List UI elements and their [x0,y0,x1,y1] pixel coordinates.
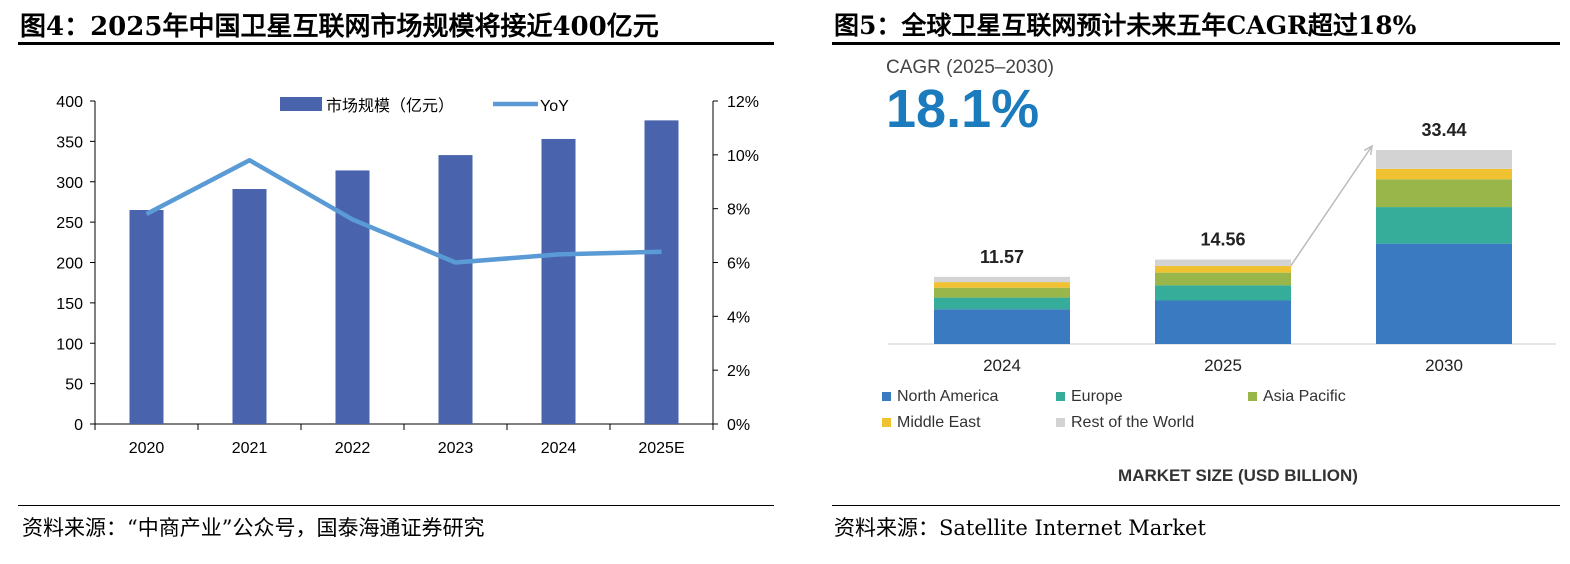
stack-segment-europe [1376,207,1512,244]
source-rule [18,505,774,506]
x-tick-label: 2024 [983,356,1021,375]
figure-4-title: 图4：2025年中国卫星互联网市场规模将接近400亿元 [20,12,659,42]
legend-label: Rest of the World [1071,414,1194,431]
figure-5-panel: 图5：全球卫星互联网预计未来五年CAGR超过18% CAGR (2025–203… [820,0,1570,564]
y2-tick-label: 4% [727,309,750,326]
x-tick-label: 2021 [232,440,268,457]
legend-swatch [1056,418,1065,427]
stack-segment-europe [934,297,1070,310]
legend-label: Middle East [897,414,981,431]
growth-arrowhead [1363,144,1373,156]
y2-tick-label: 8% [727,202,750,219]
legend-swatch [1056,392,1065,401]
bar-market-size [232,189,267,424]
figure-4-chart: 0 50 100 150 200 250 300 350 400 0% 2% 4% 6% 8% 10% 12%… [56,94,759,457]
figure-4-panel: 图4：2025年中国卫星互联网市场规模将接近400亿元 0 50 100 150 200… [18,12,774,540]
legend-swatch-bar [280,97,322,111]
y2-tick-label: 12% [727,94,759,111]
y-tick-label: 200 [56,256,83,273]
stack-segment-asia-pacific [934,287,1070,298]
stack-segment-north-america [934,309,1070,344]
y-tick-label: 100 [56,336,83,353]
legend-swatch [882,418,891,427]
stack-segment-north-america [1155,300,1291,344]
bar-market-size [541,138,576,424]
title-rule [832,42,1560,45]
bar-market-size [438,155,473,425]
stack-segment-rest-of-the-world [1376,150,1512,169]
figure-5-chart: CAGR (2025–2030)18.1% 11.57 2024 14.56 2025 3… [882,57,1556,485]
x-tick-label: 2024 [541,440,577,457]
y-tick-label: 350 [56,134,83,151]
legend-swatch [1248,392,1257,401]
legend-label: North America [897,388,998,405]
legend-label-line: YoY [540,98,569,115]
stack-segment-rest-of-the-world [1155,259,1291,266]
x-axis-title: MARKET SIZE (USD BILLION) [1118,466,1358,485]
stack-segment-middle-east [934,282,1070,288]
legend-label: Asia Pacific [1263,388,1346,405]
stack-segment-asia-pacific [1376,179,1512,208]
y2-tick-label: 2% [727,363,750,380]
y2-tick-label: 10% [727,148,759,165]
total-label: 11.57 [980,247,1024,267]
line-yoy [145,157,662,265]
legend-swatch [882,392,891,401]
x-tick-label: 2030 [1425,356,1463,375]
legend-label-bar: 市场规模（亿元） [326,97,454,115]
figure-4-source: 资料来源：“中商产业”公众号，国泰海通证券研究 [22,516,485,540]
y2-tick-label: 0% [727,417,750,434]
cagr-label: CAGR (2025–2030) [886,57,1054,78]
stack-segment-asia-pacific [1155,272,1291,286]
x-tick-label: 2023 [438,440,474,457]
total-label: 33.44 [1421,120,1466,140]
bar-market-size [644,120,679,424]
y-tick-label: 250 [56,215,83,232]
bar-market-size [129,210,164,424]
growth-arrow [1290,145,1373,266]
x-tick-label: 2025 [1204,356,1242,375]
source-rule [832,505,1560,506]
legend-label: Europe [1071,388,1123,405]
x-tick-label: 2025E [638,440,684,457]
y-tick-label: 300 [56,175,83,192]
y2-tick-label: 6% [727,256,750,273]
y-tick-label: 150 [56,296,83,313]
figure-5-source: 资料来源：Satellite Internet Market [834,516,1206,540]
figure-5-title: 图5：全球卫星互联网预计未来五年CAGR超过18% [834,11,1417,40]
total-label: 14.56 [1200,230,1245,250]
stack-segment-middle-east [1155,265,1291,273]
bar-market-size [335,170,370,424]
x-tick-label: 2022 [335,440,371,457]
x-tick-label: 2020 [129,440,165,457]
cagr-value: 18.1% [886,79,1039,139]
stack-segment-rest-of-the-world [934,276,1070,283]
stack-segment-middle-east [1376,168,1512,180]
y-tick-label: 400 [56,94,83,111]
y-tick-label: 50 [65,377,83,394]
stack-segment-europe [1155,285,1291,301]
stack-segment-north-america [1376,243,1512,344]
title-rule [18,42,774,45]
y-tick-label: 0 [74,417,83,434]
